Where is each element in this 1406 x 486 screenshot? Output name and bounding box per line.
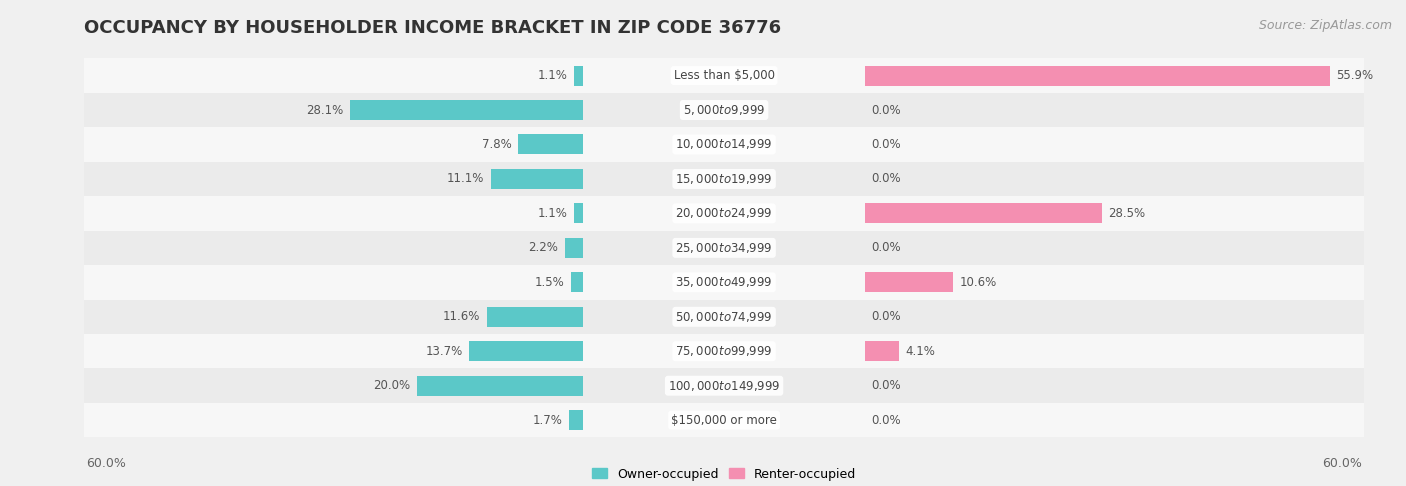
Bar	[865, 162, 1364, 196]
Bar	[583, 231, 865, 265]
Bar	[865, 368, 1364, 403]
Text: Less than $5,000: Less than $5,000	[673, 69, 775, 82]
Bar	[84, 265, 583, 299]
Bar	[865, 127, 1364, 162]
Bar	[865, 403, 1364, 437]
Text: 1.1%: 1.1%	[537, 207, 568, 220]
Text: 2.2%: 2.2%	[529, 242, 558, 254]
Bar	[418, 376, 583, 396]
Bar	[865, 66, 1330, 86]
Bar	[84, 93, 583, 127]
Text: $150,000 or more: $150,000 or more	[671, 414, 778, 427]
Text: 0.0%: 0.0%	[872, 104, 901, 117]
Bar	[583, 334, 865, 368]
Text: 55.9%: 55.9%	[1336, 69, 1374, 82]
Bar	[583, 58, 865, 93]
Bar	[583, 403, 865, 437]
Bar	[519, 135, 583, 155]
Text: 20.0%: 20.0%	[373, 379, 411, 392]
Text: 1.7%: 1.7%	[533, 414, 562, 427]
Bar	[865, 58, 1364, 93]
Text: 7.8%: 7.8%	[482, 138, 512, 151]
Text: $100,000 to $149,999: $100,000 to $149,999	[668, 379, 780, 393]
Bar	[583, 196, 865, 231]
Text: 0.0%: 0.0%	[872, 138, 901, 151]
Bar	[84, 368, 583, 403]
Text: OCCUPANCY BY HOUSEHOLDER INCOME BRACKET IN ZIP CODE 36776: OCCUPANCY BY HOUSEHOLDER INCOME BRACKET …	[84, 19, 782, 37]
Bar	[583, 368, 865, 403]
Bar	[583, 93, 865, 127]
Text: 28.5%: 28.5%	[1108, 207, 1146, 220]
Bar	[486, 307, 583, 327]
Bar	[84, 58, 583, 93]
Bar	[470, 341, 583, 361]
Text: $50,000 to $74,999: $50,000 to $74,999	[675, 310, 773, 324]
Bar	[574, 204, 583, 224]
Bar	[84, 299, 583, 334]
Bar	[84, 127, 583, 162]
Text: $5,000 to $9,999: $5,000 to $9,999	[683, 103, 765, 117]
Bar	[865, 204, 1102, 224]
Bar	[84, 231, 583, 265]
Bar	[583, 265, 865, 299]
Text: 0.0%: 0.0%	[872, 414, 901, 427]
Text: 0.0%: 0.0%	[872, 242, 901, 254]
Text: 28.1%: 28.1%	[305, 104, 343, 117]
Text: Source: ZipAtlas.com: Source: ZipAtlas.com	[1258, 19, 1392, 33]
Bar	[491, 169, 583, 189]
Bar	[565, 238, 583, 258]
Bar	[84, 196, 583, 231]
Text: 13.7%: 13.7%	[426, 345, 463, 358]
Bar	[865, 231, 1364, 265]
Text: 60.0%: 60.0%	[86, 457, 125, 470]
Bar	[865, 334, 1364, 368]
Bar	[84, 403, 583, 437]
Bar	[574, 66, 583, 86]
Bar	[865, 341, 898, 361]
Bar	[583, 162, 865, 196]
Bar	[84, 162, 583, 196]
Text: 60.0%: 60.0%	[1323, 457, 1362, 470]
Bar	[350, 100, 583, 120]
Text: 0.0%: 0.0%	[872, 173, 901, 186]
Bar	[569, 410, 583, 430]
Bar	[865, 265, 1364, 299]
Bar	[865, 272, 953, 292]
Bar	[865, 196, 1364, 231]
Text: 1.1%: 1.1%	[537, 69, 568, 82]
Bar	[84, 334, 583, 368]
Text: 11.1%: 11.1%	[447, 173, 485, 186]
Text: $10,000 to $14,999: $10,000 to $14,999	[675, 138, 773, 152]
Bar	[583, 299, 865, 334]
Text: $25,000 to $34,999: $25,000 to $34,999	[675, 241, 773, 255]
Bar	[583, 127, 865, 162]
Text: 4.1%: 4.1%	[905, 345, 935, 358]
Text: 0.0%: 0.0%	[872, 310, 901, 323]
Bar	[571, 272, 583, 292]
Bar	[865, 93, 1364, 127]
Text: $35,000 to $49,999: $35,000 to $49,999	[675, 276, 773, 289]
Text: $75,000 to $99,999: $75,000 to $99,999	[675, 344, 773, 358]
Text: 0.0%: 0.0%	[872, 379, 901, 392]
Text: 10.6%: 10.6%	[960, 276, 997, 289]
Legend: Owner-occupied, Renter-occupied: Owner-occupied, Renter-occupied	[588, 463, 860, 486]
Text: $20,000 to $24,999: $20,000 to $24,999	[675, 207, 773, 220]
Text: 1.5%: 1.5%	[534, 276, 564, 289]
Text: 11.6%: 11.6%	[443, 310, 481, 323]
Bar	[865, 299, 1364, 334]
Text: $15,000 to $19,999: $15,000 to $19,999	[675, 172, 773, 186]
